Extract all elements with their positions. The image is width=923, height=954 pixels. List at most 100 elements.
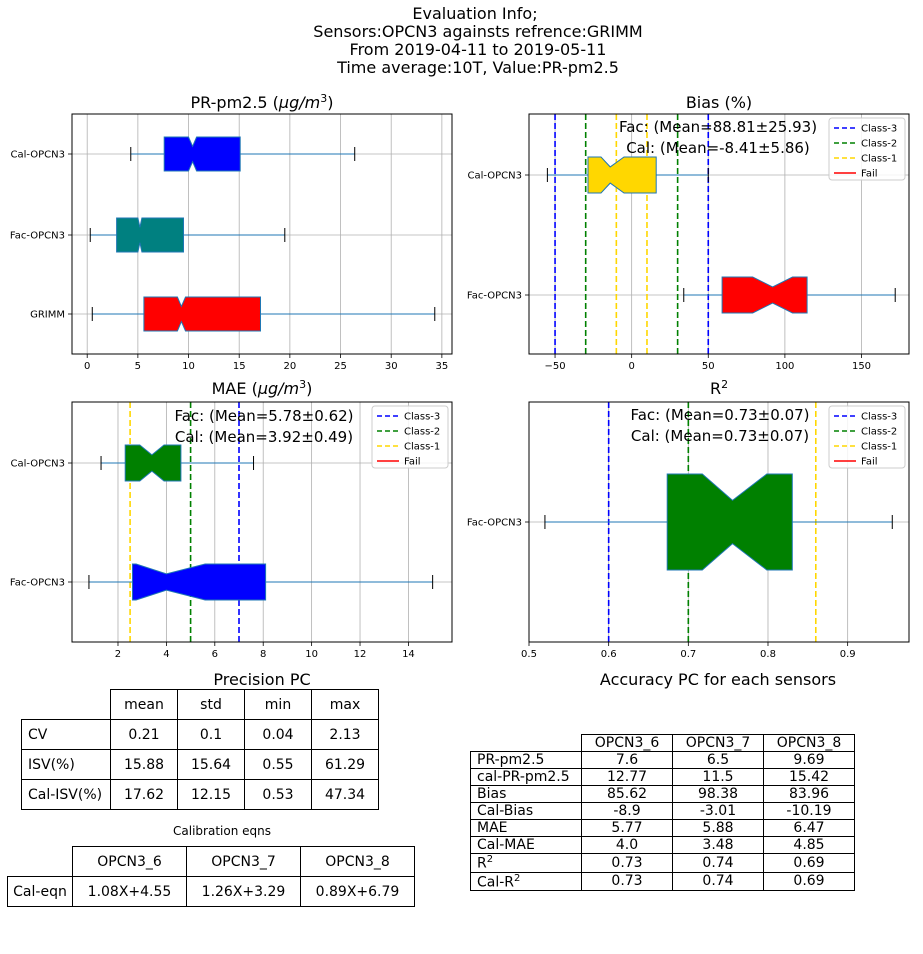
box-cal-opcn3 [130, 136, 356, 172]
table-cell: 15.64 [177, 749, 245, 780]
mean-annotation: Fac: (Mean=0.73±0.07) [630, 406, 809, 424]
x-tick-label: 0.9 [840, 649, 856, 660]
table-row-label: Cal-MAE [470, 836, 582, 854]
table-cell: 0.55 [244, 749, 312, 780]
table-cell: 5.77 [581, 819, 673, 837]
legend: Class-3 Class-2 Class-1 Fail [371, 405, 449, 469]
y-tick-label: Fac-OPCN3 [467, 291, 522, 302]
table-cell: 11.5 [672, 768, 764, 786]
chart-title-0: PR-pm2.5 (μg/m3) [191, 92, 334, 112]
table-header-row: mean std min max [21, 689, 379, 720]
table-cell: 1.08X+4.55 [72, 876, 187, 907]
x-tick-label: 0.7 [680, 649, 696, 660]
x-tick-label: 25 [334, 361, 347, 372]
table-row: cal-PR-pm2.5 12.77 11.5 15.42 [470, 768, 855, 786]
table-cell: 17.62 [110, 779, 178, 810]
y-tick-label: Fac-OPCN3 [10, 578, 65, 589]
table-cell: 0.04 [244, 719, 312, 750]
notched-box [143, 296, 261, 332]
box-fac-opcn3 [683, 276, 896, 314]
x-tick-label: 2 [115, 649, 121, 660]
table-row-label: Bias [470, 785, 582, 803]
x-tick-label: 10 [182, 361, 195, 372]
mean-annotation: Cal: (Mean=-8.41±5.86) [626, 139, 810, 157]
x-tick-label: 14 [402, 649, 415, 660]
legend-label: Class-3 [861, 124, 897, 135]
table-cell: 2.13 [311, 719, 379, 750]
legend-label: Fail [861, 169, 878, 180]
table-cell: 6.5 [672, 751, 764, 769]
x-tick-label: 0 [628, 361, 634, 372]
table-cell: 6.47 [763, 819, 855, 837]
legend-label: Fail [404, 457, 421, 468]
legend-label: Fail [861, 457, 878, 468]
y-tick-label: Fac-OPCN3 [10, 231, 65, 242]
table-row-label: PR-pm2.5 [470, 751, 582, 769]
legend-label: Class-1 [404, 442, 440, 453]
x-tick-label: 8 [260, 649, 266, 660]
table-header-cell: OPCN3_6 [72, 846, 187, 877]
table-cell: 47.34 [311, 779, 379, 810]
table-row: Cal-R2 0.73 0.74 0.69 [470, 871, 855, 892]
charts-layer: 0 5 10 15 20 25 30 35GRIMMFac-OPCN3Cal-OPCN3PR-… [10, 92, 910, 660]
table-cell: 0.69 [763, 853, 855, 873]
chart-title-1: Bias (%) [686, 93, 752, 112]
table-cell: 0.89X+6.79 [300, 876, 415, 907]
notched-box [132, 563, 267, 601]
y-tick-label: Fac-OPCN3 [467, 518, 522, 529]
chart-panel-2: 2 4 6 8 10 12 14 Fac-OPCN3 Cal-OPCN3 Fac: (Mean=5… [10, 401, 453, 660]
table-header-cell [21, 689, 111, 720]
axes-frame [528, 401, 910, 643]
legend-label: Class-3 [861, 412, 897, 423]
x-tick-label: 12 [354, 649, 367, 660]
legend-label: Class-2 [861, 427, 897, 438]
table-cell: 12.77 [581, 768, 673, 786]
table-header-cell: max [311, 689, 379, 720]
table-cell: 0.21 [110, 719, 178, 750]
chart-panel-0: 0 5 10 15 20 25 30 35 GRIMM Fac-OPCN3 Cal-OPCN3 [10, 113, 453, 372]
table-cell: 0.73 [581, 853, 673, 873]
table-cell: 0.74 [672, 871, 764, 892]
axes-frame [528, 113, 910, 355]
table-row: CV 0.21 0.1 0.04 2.13 [21, 719, 379, 750]
table-cell: 5.88 [672, 819, 764, 837]
table-header-cell: OPCN3_8 [763, 734, 855, 752]
axes-frame [71, 113, 453, 355]
legend-frame [371, 405, 449, 469]
table-header-cell: OPCN3_6 [581, 734, 673, 752]
table-row-label: ISV(%) [21, 749, 111, 780]
superscript: 2 [514, 872, 521, 884]
x-tick-label: 6 [212, 649, 218, 660]
y-tick-label: GRIMM [30, 310, 65, 321]
notched-box [587, 156, 657, 194]
table-row: Cal-MAE 4.0 3.48 4.85 [470, 836, 855, 854]
table-row-label: Cal-ISV(%) [21, 779, 111, 810]
table-header-cell: OPCN3_7 [186, 846, 301, 877]
legend-label: Class-1 [861, 442, 897, 453]
table-header-cell: mean [110, 689, 178, 720]
table-cell: 0.74 [672, 853, 764, 873]
accuracy-table-title: Accuracy PC for each sensors [600, 670, 836, 689]
header-line-2: Sensors:OPCN3 againsts refrence:GRIMM [313, 22, 642, 41]
y-tick-label: Cal-OPCN3 [10, 459, 65, 470]
notched-box [666, 473, 793, 571]
mean-annotation: Cal: (Mean=3.92±0.49) [175, 428, 353, 446]
x-tick-label: 0.8 [760, 649, 776, 660]
table-cell: 12.15 [177, 779, 245, 810]
chart-title-2: MAE (μg/m3) [212, 378, 313, 398]
table-header-cell: std [177, 689, 245, 720]
box-grimm [91, 296, 436, 332]
legend-label: Class-3 [404, 412, 440, 423]
table-cell: 4.85 [763, 836, 855, 854]
table-titles: Precision PC Calibration eqns Accuracy P… [173, 670, 836, 838]
x-tick-label: 15 [233, 361, 246, 372]
header-line-3: From 2019-04-11 to 2019-05-11 [350, 40, 607, 59]
x-tick-label: 0.6 [601, 649, 617, 660]
table-header-cell: OPCN3_8 [300, 846, 415, 877]
box-fac-opcn3 [544, 473, 893, 571]
header-line-1: Evaluation Info; [412, 4, 537, 23]
table-row-label: cal-PR-pm2.5 [470, 768, 582, 786]
table-cell: 1.26X+3.29 [186, 876, 301, 907]
legend-label: Class-1 [861, 154, 897, 165]
